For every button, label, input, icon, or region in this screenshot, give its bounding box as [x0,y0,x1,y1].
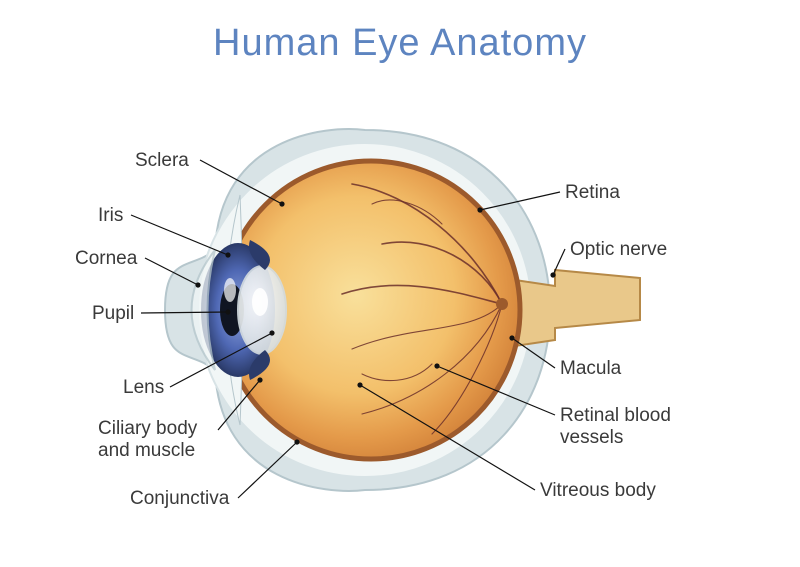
label-ciliary: Ciliary body and muscle [98,418,197,462]
label-vitreous: Vitreous body [540,480,656,502]
label-pupil: Pupil [92,303,134,325]
label-iris: Iris [98,205,123,227]
label-retina: Retina [565,182,620,204]
label-macula: Macula [560,358,621,380]
label-opticnerve: Optic nerve [570,239,667,261]
eye-diagram [0,0,800,567]
label-vessels: Retinal blood vessels [560,405,671,449]
label-conjunctiva: Conjunctiva [130,488,229,510]
label-cornea: Cornea [75,248,137,270]
label-lens: Lens [123,377,164,399]
label-sclera: Sclera [135,150,189,172]
